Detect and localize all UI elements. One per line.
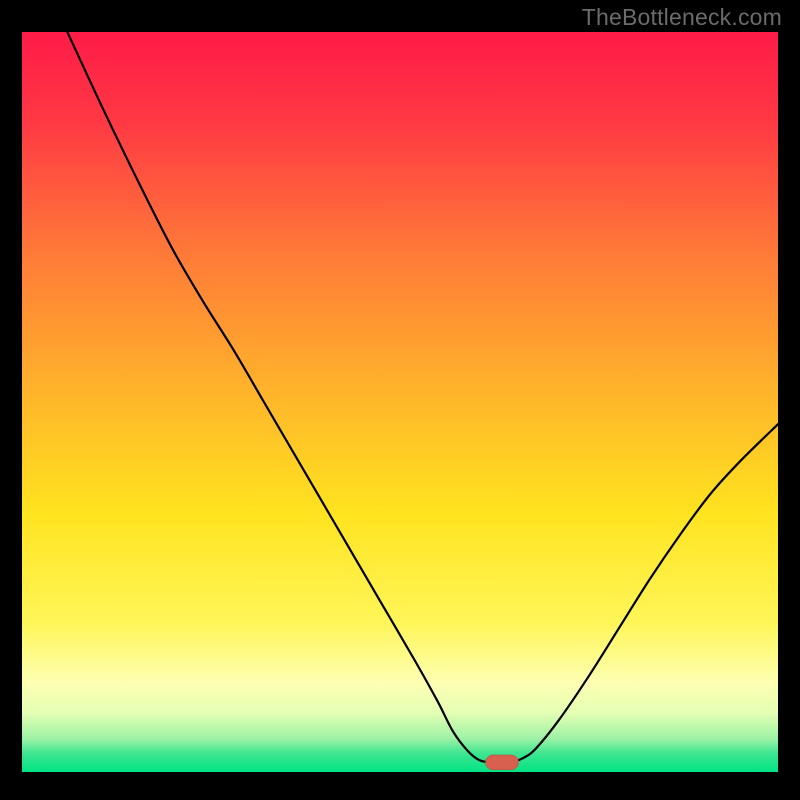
plot-area <box>22 32 778 772</box>
watermark-text: TheBottleneck.com <box>582 4 782 31</box>
plot-background <box>22 32 778 772</box>
bottleneck-curve-chart <box>22 32 778 772</box>
chart-container: TheBottleneck.com <box>0 0 800 800</box>
optimal-marker <box>485 755 518 770</box>
